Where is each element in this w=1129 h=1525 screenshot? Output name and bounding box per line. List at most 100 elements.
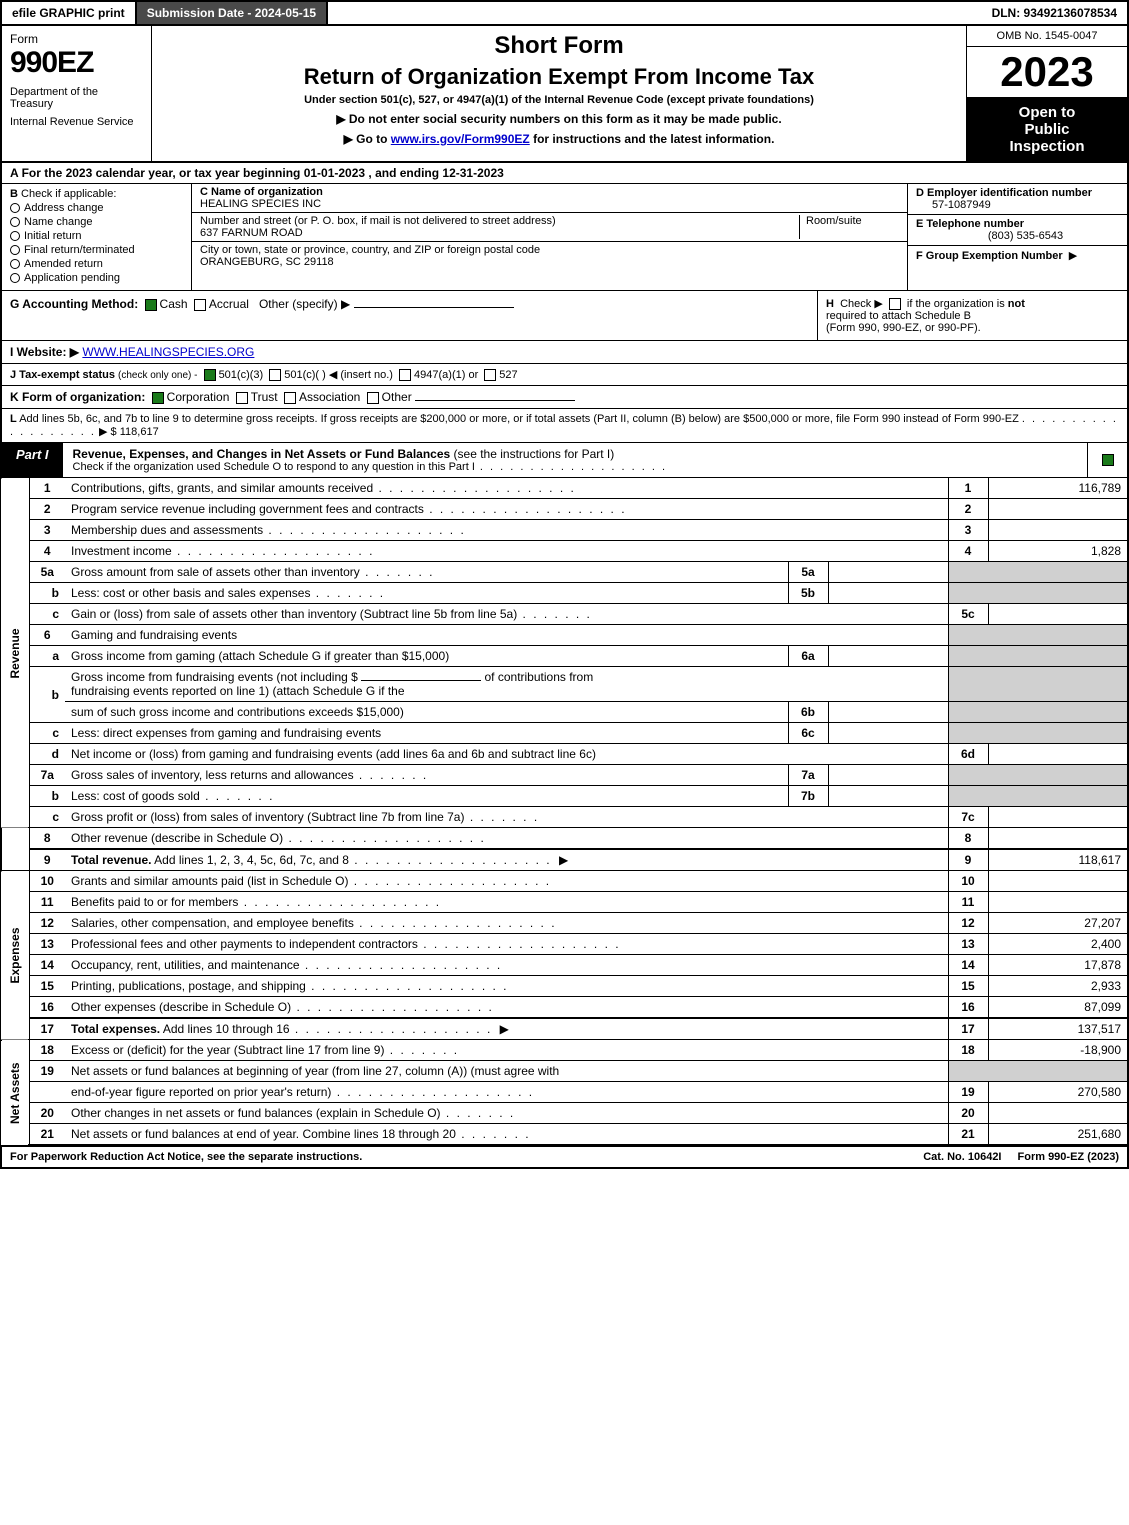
tel-value: (803) 535-6543	[916, 230, 1119, 242]
check-501c[interactable]	[269, 369, 281, 381]
check-accrual[interactable]	[194, 299, 206, 311]
section-a-label: A	[10, 166, 18, 180]
check-trust[interactable]	[236, 392, 248, 404]
check-amended[interactable]: Amended return	[10, 258, 183, 270]
side-expenses: Expenses	[1, 871, 29, 1040]
line-no: 8	[29, 828, 65, 850]
tax-year: 2023	[967, 47, 1127, 98]
check-initial-return[interactable]: Initial return	[10, 230, 183, 242]
shade-cell	[988, 625, 1128, 646]
line-desc: Benefits paid to or for members	[65, 892, 948, 913]
check-pending[interactable]: Application pending	[10, 272, 183, 284]
line-no: 15	[29, 976, 65, 997]
j-insert: ◀ (insert no.)	[329, 369, 393, 381]
section-b: B Check if applicable: Address change Na…	[2, 184, 192, 290]
shade-cell	[988, 786, 1128, 807]
g-other-line[interactable]	[354, 307, 514, 308]
topbar-spacer	[328, 2, 981, 24]
check-cash[interactable]	[145, 299, 157, 311]
line-box: 17	[948, 1018, 988, 1040]
line-box: 4	[948, 541, 988, 562]
line-desc: Net assets or fund balances at beginning…	[65, 1061, 948, 1082]
section-l: L Add lines 5b, 6c, and 7b to line 9 to …	[0, 409, 1129, 443]
line-no: 20	[29, 1103, 65, 1124]
mini-val	[828, 702, 948, 723]
l17-rest: Add lines 10 through 16	[163, 1022, 492, 1036]
goto-post: for instructions and the latest informat…	[533, 132, 774, 146]
line-no: 11	[29, 892, 65, 913]
l-amount: 118,617	[120, 426, 159, 438]
shade-cell	[988, 646, 1128, 667]
line-box: 14	[948, 955, 988, 976]
mini-box: 5b	[788, 583, 828, 604]
check-other-org[interactable]	[367, 392, 379, 404]
org-website-link[interactable]: WWW.HEALINGSPECIES.ORG	[82, 345, 254, 359]
shade-cell	[988, 1061, 1128, 1082]
check-assoc[interactable]	[284, 392, 296, 404]
line-amount: 1,828	[988, 541, 1128, 562]
check-501c3[interactable]	[204, 369, 216, 381]
line-amount: 2,933	[988, 976, 1128, 997]
line-no: c	[29, 807, 65, 828]
mini-val	[828, 765, 948, 786]
shade-cell	[988, 723, 1128, 744]
line-box: 19	[948, 1082, 988, 1103]
k-corp: Corporation	[167, 390, 230, 404]
section-g: G Accounting Method: Cash Accrual Other …	[2, 291, 817, 340]
check-corp[interactable]	[152, 392, 164, 404]
ein-label: D Employer identification number	[916, 187, 1119, 199]
part-1-sub: Check if the organization used Schedule …	[73, 461, 1077, 473]
line-box: 11	[948, 892, 988, 913]
g-cash: Cash	[160, 297, 188, 311]
line-no: b	[29, 786, 65, 807]
line-amount	[988, 1103, 1128, 1124]
line-no: 13	[29, 934, 65, 955]
check-final-return[interactable]: Final return/terminated	[10, 244, 183, 256]
irs-form-link[interactable]: www.irs.gov/Form990EZ	[391, 132, 530, 146]
line-box: 7c	[948, 807, 988, 828]
line-amount: 27,207	[988, 913, 1128, 934]
check-h[interactable]	[889, 298, 901, 310]
g-accrual: Accrual	[209, 297, 249, 311]
check-4947[interactable]	[399, 369, 411, 381]
line-desc: Gross sales of inventory, less returns a…	[65, 765, 788, 786]
h-text1: Check ▶	[840, 298, 883, 310]
k-other-line[interactable]	[415, 400, 575, 401]
department: Department of the Treasury	[10, 86, 143, 110]
l6b-d4: sum of such gross income and contributio…	[65, 702, 788, 723]
h-text3: required to attach Schedule B	[826, 310, 971, 322]
part-1-title-text: Revenue, Expenses, and Changes in Net As…	[73, 447, 451, 461]
line-amount: 2,400	[988, 934, 1128, 955]
line-desc: Excess or (deficit) for the year (Subtra…	[65, 1040, 948, 1061]
ssn-warning: ▶ Do not enter social security numbers o…	[160, 112, 958, 126]
l6b-d2: of contributions from	[485, 670, 594, 684]
section-a-text: For the 2023 calendar year, or tax year …	[22, 166, 504, 180]
check-schedule-o[interactable]	[1102, 454, 1114, 466]
checkbox-icon	[10, 273, 20, 283]
line-amount	[988, 892, 1128, 913]
opt-address: Address change	[24, 202, 104, 214]
line-amount	[988, 807, 1128, 828]
line-box: 8	[948, 828, 988, 850]
check-address-change[interactable]: Address change	[10, 202, 183, 214]
open-line-3: Inspection	[971, 138, 1123, 155]
line-amount: 270,580	[988, 1082, 1128, 1103]
check-name-change[interactable]: Name change	[10, 216, 183, 228]
section-h: H Check ▶ if the organization is not req…	[817, 291, 1127, 340]
line-no: 16	[29, 997, 65, 1019]
line-box: 21	[948, 1124, 988, 1146]
line-amount	[988, 871, 1128, 892]
opt-initial: Initial return	[24, 230, 81, 242]
line-amount	[988, 828, 1128, 850]
l6b-blank[interactable]	[361, 680, 481, 681]
j-o3: 4947(a)(1) or	[414, 369, 478, 381]
shade-cell	[948, 667, 988, 702]
line-no: 6	[29, 625, 65, 646]
org-name: HEALING SPECIES INC	[200, 198, 899, 210]
open-to-public: Open to Public Inspection	[967, 98, 1127, 161]
k-other: Other	[382, 390, 412, 404]
line-amount: -18,900	[988, 1040, 1128, 1061]
line-desc: Other changes in net assets or fund bala…	[65, 1103, 948, 1124]
check-527[interactable]	[484, 369, 496, 381]
shade-cell	[948, 562, 988, 583]
